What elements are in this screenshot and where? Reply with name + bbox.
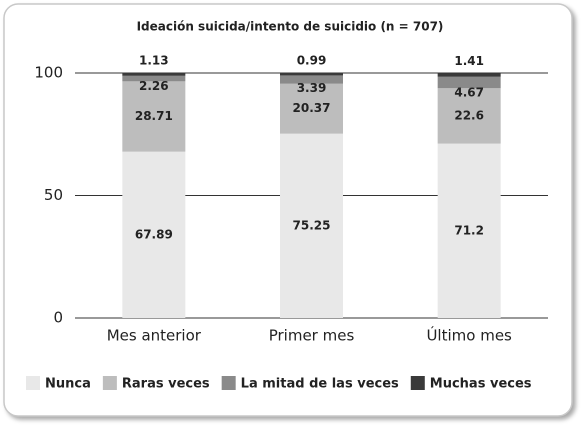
- y-tick-label: 50: [44, 186, 63, 204]
- data-label: 67.89: [135, 227, 173, 241]
- bar-segment: [437, 73, 501, 77]
- bar-segment: [122, 75, 186, 82]
- bar-segment: [280, 83, 343, 134]
- data-label: 28.71: [135, 109, 173, 123]
- bar-segment: [280, 73, 343, 76]
- data-label: 4.67: [454, 86, 484, 100]
- bar-segment: [437, 76, 501, 89]
- x-tick-label: Mes anterior: [107, 327, 202, 345]
- legend-label: La mitad de las veces: [241, 377, 399, 392]
- bar-segment: [437, 143, 501, 318]
- data-label: 75.25: [293, 218, 331, 232]
- data-label: 20.37: [293, 101, 331, 115]
- legend-label: Muchas veces: [430, 377, 532, 392]
- x-tick-label: Último mes: [426, 326, 512, 345]
- legend-swatch: [26, 376, 40, 390]
- data-label: 22.6: [454, 108, 484, 122]
- data-label: 1.13: [139, 54, 169, 68]
- data-label: 3.39: [297, 81, 327, 95]
- x-tick-label: Primer mes: [269, 327, 355, 345]
- y-tick-label: 0: [53, 309, 63, 327]
- data-label: 1.41: [454, 54, 484, 68]
- bar-segment: [122, 73, 186, 76]
- legend-swatch: [102, 376, 117, 390]
- legend-swatch: [410, 376, 425, 390]
- bar-segment: [122, 81, 186, 152]
- bar-segment: [280, 75, 343, 84]
- data-label: 71.2: [454, 223, 484, 237]
- data-label: 0.99: [297, 54, 327, 68]
- legend-label: Nunca: [45, 377, 91, 392]
- bar-segment: [280, 133, 343, 318]
- data-label: 2.26: [139, 79, 169, 93]
- y-tick-label: 100: [34, 64, 63, 82]
- bar-segment: [122, 151, 186, 318]
- bar-segment: [437, 88, 501, 144]
- legend-label: Raras veces: [122, 377, 210, 392]
- chart-title: Ideación suicida/intento de suicidio (n …: [137, 20, 444, 34]
- legend-swatch: [221, 376, 236, 390]
